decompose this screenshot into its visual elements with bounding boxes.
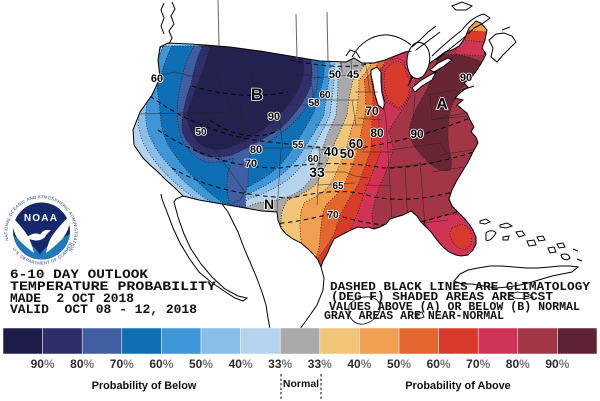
svg-text:6-10 DAY OUTLOOK: 6-10 DAY OUTLOOK — [10, 267, 148, 282]
svg-text:VALUES ABOVE (A) OR BELOW (B): VALUES ABOVE (A) OR BELOW (B) NORMAL — [329, 301, 580, 314]
svg-text:Probability of Below: Probability of Below — [92, 380, 197, 392]
svg-text:55: 55 — [292, 140, 304, 151]
svg-text:60: 60 — [307, 154, 319, 165]
svg-text:MADE 2 OCT 2018: MADE 2 OCT 2018 — [10, 291, 134, 306]
svg-text:60%: 60% — [427, 357, 451, 371]
svg-text:80%: 80% — [506, 357, 530, 371]
svg-text:90%: 90% — [31, 357, 55, 371]
svg-text:40%: 40% — [229, 357, 253, 371]
svg-text:45: 45 — [347, 69, 359, 81]
svg-text:NOAA: NOAA — [24, 213, 58, 224]
svg-text:Probability of Above: Probability of Above — [405, 380, 511, 392]
svg-text:A: A — [436, 96, 448, 113]
svg-text:40: 40 — [324, 144, 338, 159]
svg-text:50%: 50% — [189, 357, 213, 371]
svg-text:50: 50 — [195, 127, 207, 138]
svg-text:70: 70 — [327, 210, 339, 221]
svg-text:60: 60 — [349, 136, 363, 151]
svg-text:(DEG F) SHADED AREAS ARE FCST: (DEG F) SHADED AREAS ARE FCST — [331, 291, 553, 304]
svg-text:60: 60 — [319, 90, 331, 101]
svg-text:33%: 33% — [308, 357, 332, 371]
svg-text:90: 90 — [268, 111, 280, 123]
svg-text:33: 33 — [309, 164, 325, 180]
svg-text:60%: 60% — [149, 357, 173, 371]
svg-text:65: 65 — [332, 181, 344, 192]
svg-text:50%: 50% — [387, 357, 411, 371]
svg-text:33%: 33% — [268, 357, 292, 371]
svg-text:90%: 90% — [545, 357, 569, 371]
svg-text:58: 58 — [308, 98, 320, 109]
svg-text:VALID OCT 08 - 12, 2018: VALID OCT 08 - 12, 2018 — [10, 302, 197, 317]
svg-text:DASHED BLACK LINES ARE CLIMATO: DASHED BLACK LINES ARE CLIMATOLOGY — [330, 281, 590, 294]
svg-text:70%: 70% — [110, 357, 134, 371]
svg-text:90: 90 — [460, 72, 472, 84]
svg-text:50: 50 — [329, 69, 341, 81]
svg-text:Normal: Normal — [283, 378, 319, 390]
svg-text:GRAY AREAS ARE NEAR-NORMAL: GRAY AREAS ARE NEAR-NORMAL — [324, 310, 504, 323]
svg-text:80: 80 — [250, 144, 262, 156]
svg-text:B: B — [251, 85, 263, 104]
svg-text:60: 60 — [151, 73, 163, 85]
svg-text:40%: 40% — [347, 357, 371, 371]
svg-text:70: 70 — [245, 158, 257, 170]
svg-text:80: 80 — [370, 126, 384, 140]
svg-text:70%: 70% — [466, 357, 490, 371]
svg-text:50: 50 — [340, 146, 354, 161]
svg-text:90: 90 — [410, 127, 424, 141]
svg-text:70: 70 — [365, 104, 379, 118]
svg-text:N: N — [264, 196, 274, 212]
svg-text:TEMPERATURE PROBABILITY: TEMPERATURE PROBABILITY — [10, 279, 216, 294]
svg-text:80%: 80% — [70, 357, 94, 371]
